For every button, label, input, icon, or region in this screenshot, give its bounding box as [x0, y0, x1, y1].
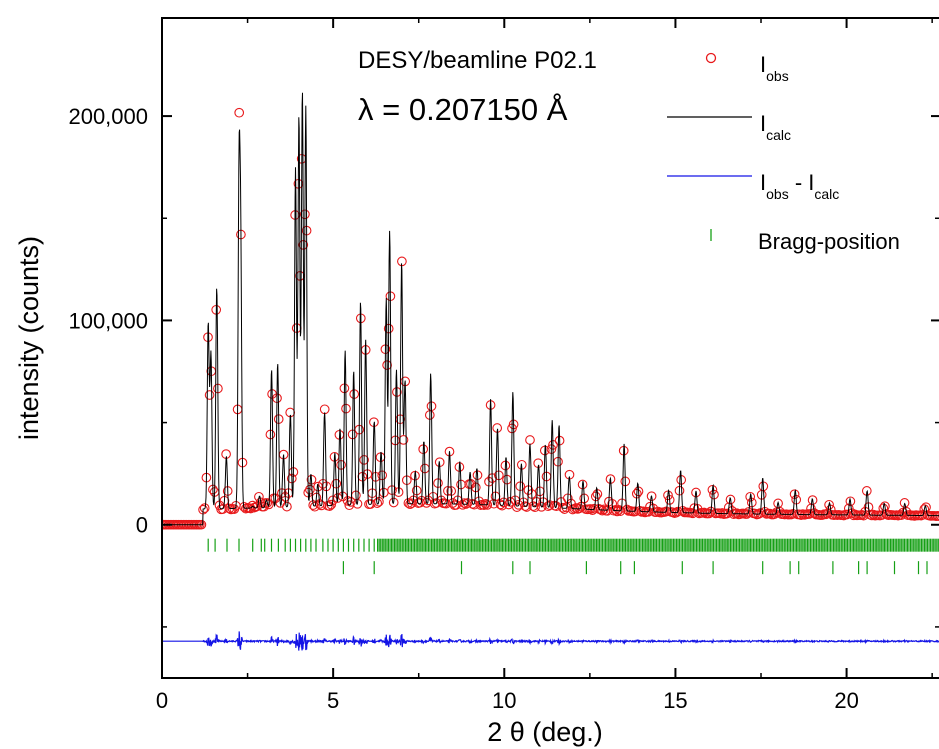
- difference-line: [163, 631, 939, 651]
- observed-point: [319, 404, 330, 415]
- annotation-wavelength: λ = 0.207150 Å: [358, 92, 568, 127]
- y-tick-label: 200,000: [68, 104, 148, 129]
- legend-obs-label: Iobs: [760, 52, 789, 84]
- observed-point: [234, 107, 245, 118]
- observed-point: [825, 504, 836, 515]
- observed-point: [530, 502, 540, 513]
- calculated-line: [163, 92, 939, 526]
- observed-point: [774, 506, 785, 517]
- x-axis-title: 2 θ (deg.): [487, 717, 603, 747]
- observed-point: [199, 503, 210, 513]
- observed-point: [346, 497, 356, 507]
- legend: Iobs Icalc Iobs - Icalc Bragg-position: [667, 52, 900, 254]
- observed-point: [262, 498, 273, 508]
- data-layer: [163, 92, 939, 651]
- observed-point: [725, 494, 736, 505]
- observed-point: [610, 505, 621, 515]
- legend-obs-marker: [705, 52, 717, 64]
- observed-point: [398, 435, 409, 445]
- observed-points: [163, 107, 939, 530]
- legend-bragg-label: Bragg-position: [758, 229, 900, 254]
- observed-point: [462, 498, 473, 508]
- observed-point: [612, 506, 622, 517]
- plot-frame: [161, 17, 939, 679]
- observed-point: [919, 504, 930, 514]
- x-tick-label: 5: [327, 688, 339, 713]
- y-tick-label: 100,000: [68, 308, 148, 333]
- observed-point: [525, 435, 535, 445]
- x-tick-label: 20: [834, 688, 858, 713]
- observed-point: [204, 390, 215, 400]
- observed-point: [807, 495, 818, 505]
- observed-point: [372, 498, 383, 508]
- observed-point: [845, 496, 856, 507]
- observed-point: [282, 501, 292, 512]
- y-tick-label: 0: [136, 513, 148, 538]
- legend-calc-label: Icalc: [760, 111, 791, 143]
- y-axis-title: intensity (counts): [14, 236, 44, 440]
- observed-point: [326, 499, 337, 510]
- observed-point: [324, 501, 335, 511]
- axes: 0 5 10 15 20 0 100,000 200,000: [68, 18, 939, 713]
- x-tick-label: 0: [156, 688, 168, 713]
- observed-point: [878, 503, 889, 514]
- x-tick-label: 10: [492, 688, 516, 713]
- observed-point: [646, 491, 657, 502]
- observed-point: [479, 500, 489, 511]
- annotation-facility: DESY/beamline P02.1: [358, 47, 597, 74]
- observed-point: [558, 502, 568, 513]
- observed-point: [309, 501, 320, 512]
- x-tick-label: 15: [663, 688, 687, 713]
- observed-point: [691, 487, 701, 498]
- observed-point: [824, 499, 834, 510]
- bragg-positions: [207, 538, 939, 575]
- legend-diff-label: Iobs - Icalc: [760, 170, 839, 202]
